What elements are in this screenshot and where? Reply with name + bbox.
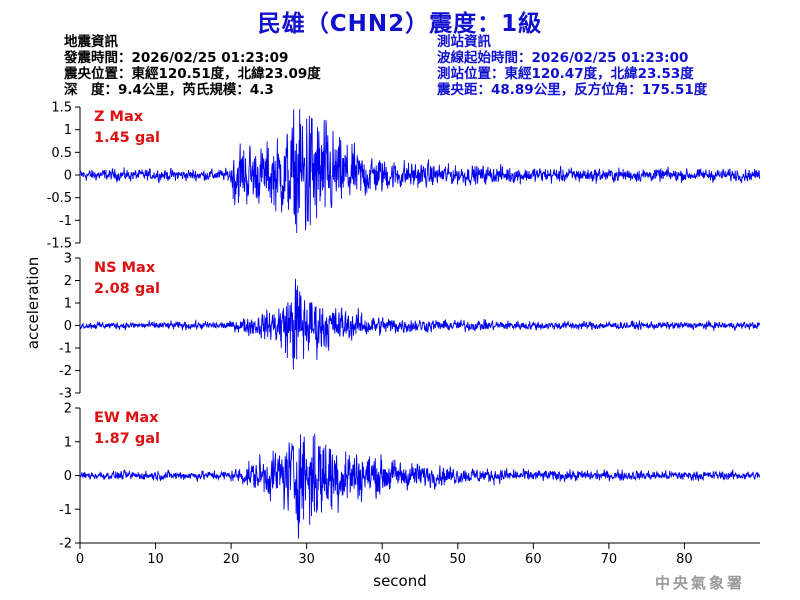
y-tick-label: 1 [64, 435, 72, 450]
y-tick-label: 2 [64, 402, 72, 417]
max-label-ns: NS Max [94, 260, 156, 276]
station-info: 測站資訊 波線起始時間：2026/02/25 01:23:00 測站位置：東經1… [437, 34, 707, 98]
earthquake-info: 地震資訊 發震時間：2026/02/25 01:23:09 震央位置：東經120… [64, 34, 321, 98]
station-location: 測站位置：東經120.47度，北緯23.53度 [437, 66, 694, 82]
depth-magnitude: 深 度：9.4公里，芮氏規模：4.3 [64, 82, 274, 98]
y-tick-label: -1.5 [47, 237, 72, 252]
station-info-heading: 測站資訊 [437, 34, 491, 50]
chart-title: 民雄（CHN2）震度：1級 [257, 11, 543, 37]
y-axis-title: acceleration [24, 257, 42, 349]
y-tick-label: -1 [59, 342, 72, 357]
waveform-ns [79, 278, 761, 370]
max-label-z: Z Max [94, 109, 144, 125]
x-tick-label: 10 [147, 552, 164, 567]
origin-time: 發震時間：2026/02/25 01:23:09 [64, 50, 289, 66]
y-tick-label: -2 [59, 364, 72, 379]
y-tick-label: -0.5 [47, 191, 72, 206]
y-tick-label: 1.5 [51, 101, 72, 116]
epicenter-location: 震央位置：東經120.51度，北緯23.09度 [64, 66, 321, 82]
x-tick-label: 40 [374, 552, 391, 567]
max-value-ns: 2.08 gal [94, 281, 160, 297]
y-tick-label: 1 [64, 297, 72, 312]
waveform-z [79, 109, 761, 234]
panel-z: -1.5 -1 -0.5 0 0.5 1 1.5 Z Max 1.45 gal [47, 101, 761, 252]
epicentral-distance: 震央距：48.89公里，反方位角：175.51度 [437, 82, 708, 98]
max-value-z: 1.45 gal [94, 130, 160, 146]
x-tick-label: 60 [525, 552, 542, 567]
y-tick-label: 0 [64, 469, 72, 484]
max-value-ew: 1.87 gal [94, 431, 160, 447]
x-tick-label: 50 [450, 552, 467, 567]
y-tick-label: -2 [59, 537, 72, 552]
y-tick-label: -3 [59, 387, 72, 402]
x-tick-label: 30 [298, 552, 315, 567]
y-tick-label: -1 [59, 503, 72, 518]
x-tick-label: 80 [676, 552, 693, 567]
y-tick-label: 0 [64, 319, 72, 334]
max-label-ew: EW Max [94, 410, 159, 426]
panel-ns: -3 -2 -1 0 1 2 3 NS Max 2.08 gal [59, 252, 761, 402]
y-tick-label: 2 [64, 274, 72, 289]
x-axis-title: second [373, 572, 427, 590]
wave-start-time: 波線起始時間：2026/02/25 01:23:00 [437, 50, 689, 66]
x-tick-label: 20 [223, 552, 240, 567]
y-tick-label: -1 [59, 214, 72, 229]
panel-ew: -2 -1 0 1 2 EW Max 1.87 gal [59, 402, 761, 552]
y-tick-label: 0 [64, 169, 72, 184]
x-tick-label: 0 [76, 552, 84, 567]
watermark-logo: 中央氣象署 [655, 574, 746, 592]
y-tick-label: 1 [64, 123, 72, 138]
waveform-ew [79, 433, 761, 539]
y-tick-label: 0.5 [51, 146, 72, 161]
earthquake-info-heading: 地震資訊 [64, 34, 118, 50]
x-tick-label: 70 [601, 552, 618, 567]
y-tick-label: 3 [64, 252, 72, 267]
